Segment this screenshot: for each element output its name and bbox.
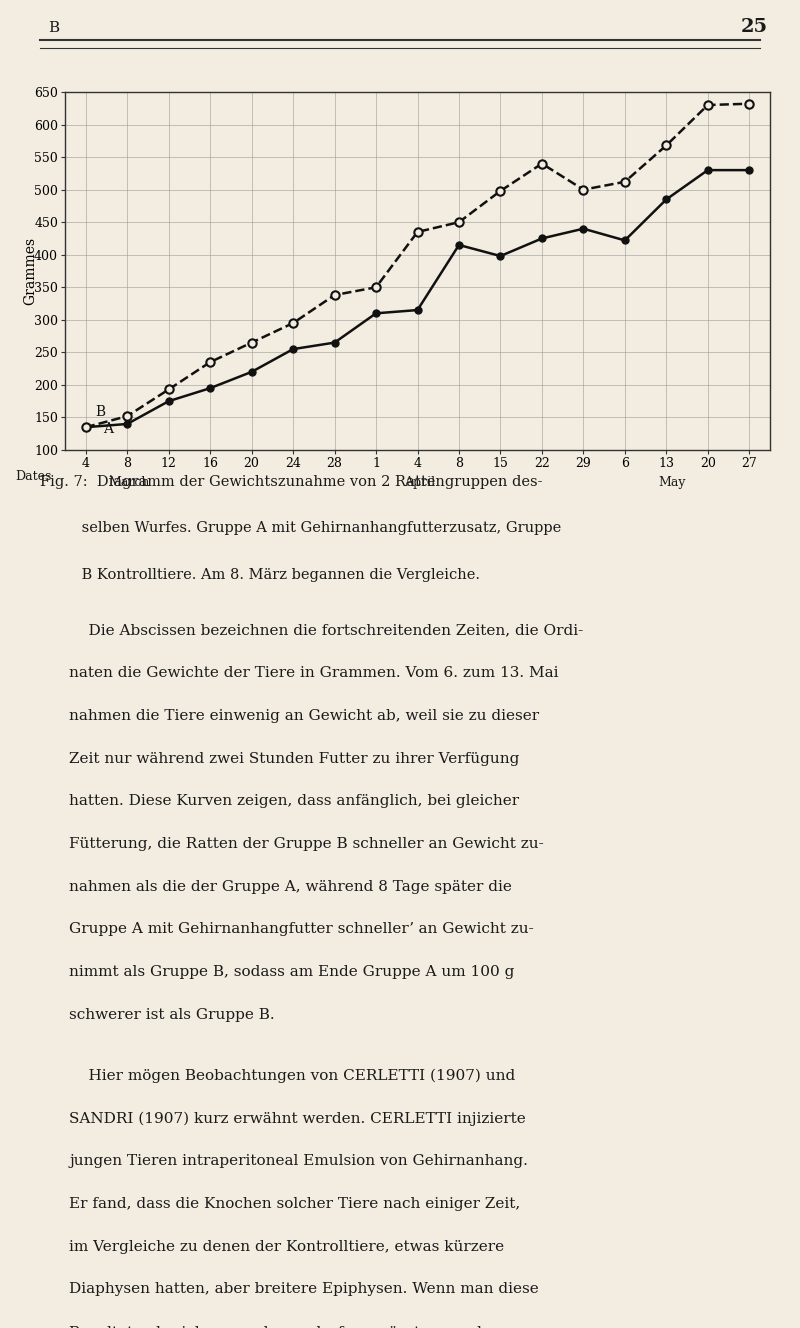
Text: Resultate als sicher annehmen darf, so müsste man daraus: Resultate als sicher annehmen darf, so m… (70, 1325, 526, 1328)
Text: Dates: Dates (16, 470, 52, 482)
Text: hatten. Diese Kurven zeigen, dass anfänglich, bei gleicher: hatten. Diese Kurven zeigen, dass anfäng… (70, 794, 519, 809)
Text: Fütterung, die Ratten der Gruppe B schneller an Gewicht zu-: Fütterung, die Ratten der Gruppe B schne… (70, 837, 544, 851)
Text: March: March (109, 475, 150, 489)
Text: B Kontrolltiere. Am 8. März begannen die Vergleiche.: B Kontrolltiere. Am 8. März begannen die… (40, 568, 480, 583)
Text: B: B (95, 405, 106, 418)
Text: Zeit nur während zwei Stunden Futter zu ihrer Verfügung: Zeit nur während zwei Stunden Futter zu … (70, 752, 520, 766)
Text: Fig. 7:  Diagramm der Gewichtszunahme von 2 Rattengruppen des-: Fig. 7: Diagramm der Gewichtszunahme von… (40, 474, 542, 489)
Text: selben Wurfes. Gruppe A mit Gehirnanhangfutterzusatz, Gruppe: selben Wurfes. Gruppe A mit Gehirnanhang… (40, 522, 562, 535)
Text: May: May (658, 475, 686, 489)
Y-axis label: Grammes: Grammes (23, 236, 37, 305)
Text: April: April (404, 475, 435, 489)
Text: nahmen als die der Gruppe A, während 8 Tage später die: nahmen als die der Gruppe A, während 8 T… (70, 879, 512, 894)
Text: Hier mögen Beobachtungen von CERLETTI (1907) und: Hier mögen Beobachtungen von CERLETTI (1… (70, 1069, 516, 1084)
Text: naten die Gewichte der Tiere in Grammen. Vom 6. zum 13. Mai: naten die Gewichte der Tiere in Grammen.… (70, 667, 559, 680)
Text: schwerer ist als Gruppe B.: schwerer ist als Gruppe B. (70, 1008, 275, 1021)
Text: im Vergleiche zu denen der Kontrolltiere, etwas kürzere: im Vergleiche zu denen der Kontrolltiere… (70, 1239, 505, 1254)
Text: Diaphysen hatten, aber breitere Epiphysen. Wenn man diese: Diaphysen hatten, aber breitere Epiphyse… (70, 1283, 539, 1296)
Text: jungen Tieren intraperitoneal Emulsion von Gehirnanhang.: jungen Tieren intraperitoneal Emulsion v… (70, 1154, 528, 1169)
Text: Die Abscissen bezeichnen die fortschreitenden Zeiten, die Ordi-: Die Abscissen bezeichnen die fortschreit… (70, 624, 584, 637)
Text: SANDRI (1907) kurz erwähnt werden. CERLETTI injizierte: SANDRI (1907) kurz erwähnt werden. CERLE… (70, 1112, 526, 1126)
Text: A: A (103, 421, 114, 436)
Text: Gruppe A mit Gehirnanhangfutter schnellerʼ an Gewicht zu-: Gruppe A mit Gehirnanhangfutter schnelle… (70, 923, 534, 936)
Text: nimmt als Gruppe B, sodass am Ende Gruppe A um 100 g: nimmt als Gruppe B, sodass am Ende Grupp… (70, 965, 514, 979)
Text: Er fand, dass die Knochen solcher Tiere nach einiger Zeit,: Er fand, dass die Knochen solcher Tiere … (70, 1197, 521, 1211)
Text: B: B (48, 20, 59, 35)
Text: nahmen die Tiere einwenig an Gewicht ab, weil sie zu dieser: nahmen die Tiere einwenig an Gewicht ab,… (70, 709, 539, 722)
Text: 25: 25 (741, 19, 768, 36)
